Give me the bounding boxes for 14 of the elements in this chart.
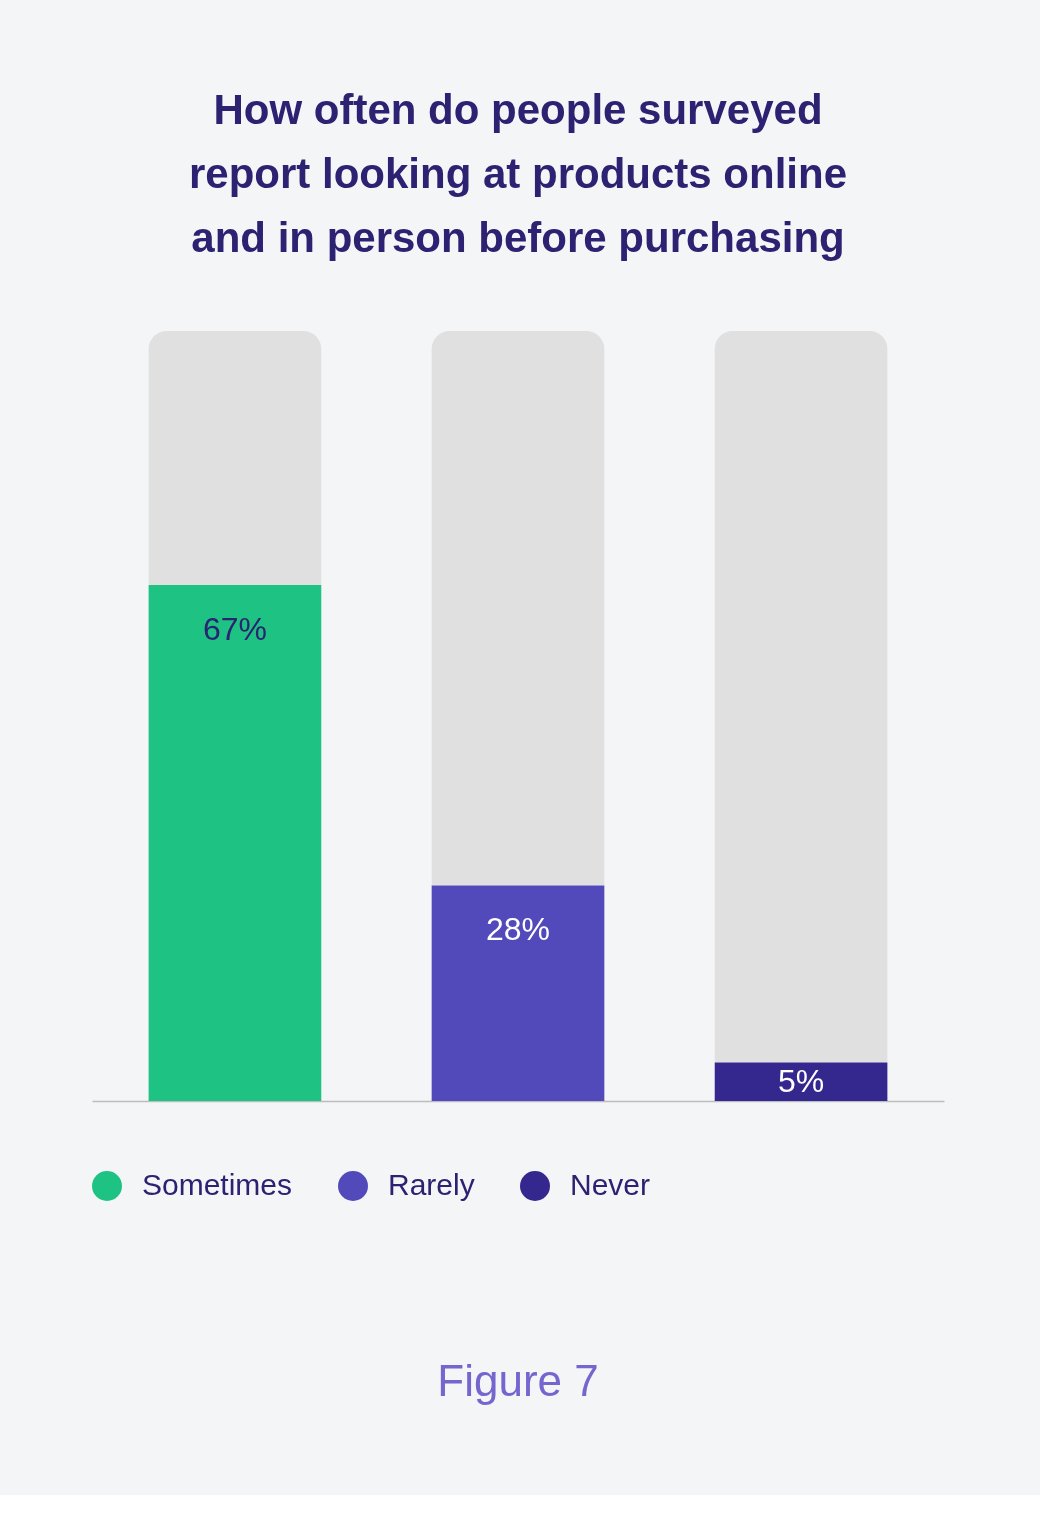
data-label: 5% — [777, 1062, 825, 1099]
legend-label: Never — [570, 1168, 651, 1201]
bar — [431, 885, 605, 1101]
bar — [148, 585, 322, 1101]
legend-label: Sometimes — [142, 1168, 293, 1201]
data-label: 67% — [202, 611, 267, 648]
bar — [148, 331, 322, 586]
bar — [714, 1062, 888, 1101]
chart-title: How often do people surveyed report looking at products online and in person before purchasing — [188, 86, 848, 261]
caption: Figure 7 — [437, 1356, 599, 1405]
legend-label: Rarely — [388, 1168, 475, 1201]
bar — [714, 331, 888, 1063]
data-label: 28% — [485, 911, 551, 948]
bar — [431, 331, 605, 886]
